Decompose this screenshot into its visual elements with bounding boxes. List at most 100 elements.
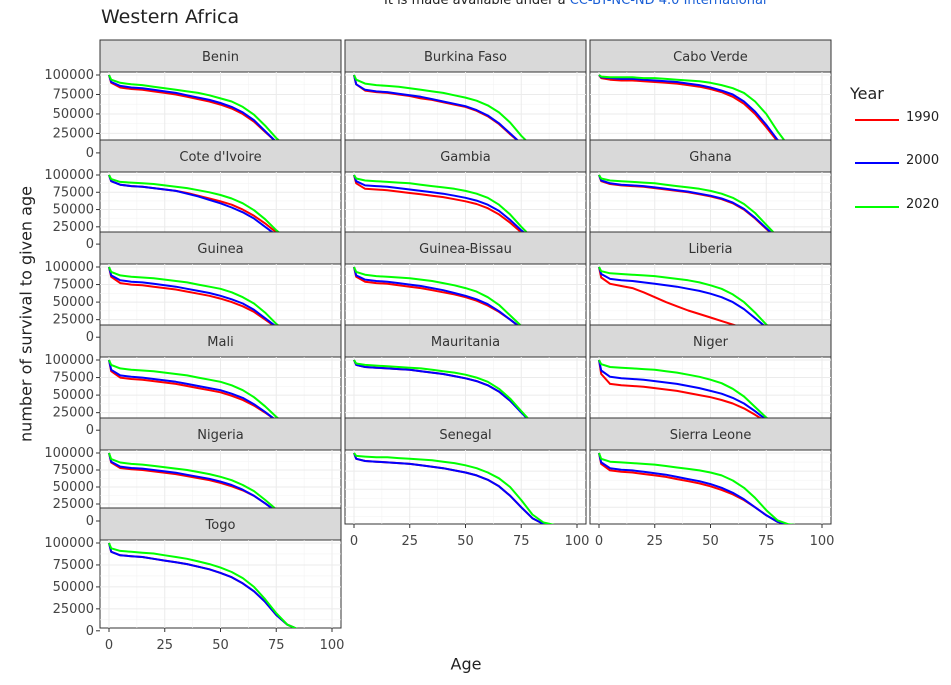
panel-title: Gambia xyxy=(440,150,491,165)
x-tick-label: 0 xyxy=(595,534,603,549)
panel-togo: Togo 0 25000 50000 75000 100000 0 25 50 75 100 xyxy=(44,507,345,653)
legend-title: Year xyxy=(850,84,884,103)
y-tick-label: 25000 xyxy=(53,126,94,141)
x-axis-label: Age xyxy=(450,654,482,674)
panel-benin: Benin 0 25000 50000 75000 100000 xyxy=(44,39,342,161)
y-tick-label: 50000 xyxy=(53,480,94,495)
x-tick-label: 100 xyxy=(810,534,835,549)
y-tick-label: 100000 xyxy=(44,68,94,83)
y-tick-label: 0 xyxy=(86,330,94,345)
series-line-2020 xyxy=(353,452,555,524)
y-tick-label: 25000 xyxy=(53,406,94,421)
legend-swatch-2000 xyxy=(855,162,899,164)
x-tick-label: 0 xyxy=(105,638,113,653)
panel-strip xyxy=(344,324,587,358)
x-tick-label: 100 xyxy=(320,638,345,653)
series-line-2020 xyxy=(598,452,796,524)
panel-gambia: Gambia xyxy=(344,139,587,244)
panel-strip xyxy=(589,417,832,451)
y-tick-label: 25000 xyxy=(53,220,94,235)
y-tick-label: 75000 xyxy=(53,278,94,293)
panel-title: Benin xyxy=(202,50,239,65)
y-tick-label: 25000 xyxy=(53,602,94,617)
panel-title: Liberia xyxy=(688,242,732,257)
panel-senegal: Senegal 0 25 50 75 100 xyxy=(344,417,590,549)
panel-strip xyxy=(99,39,342,73)
y-tick-label: 100000 xyxy=(44,353,94,368)
license-link[interactable]: CC-BY-NC-ND 4.0 International xyxy=(569,0,767,8)
x-tick-label: 25 xyxy=(156,638,173,653)
y-tick-label: 100000 xyxy=(44,446,94,461)
panel-cote-d-ivoire: Cote d'Ivoire 0 25000 50000 75000 100000 xyxy=(44,139,342,252)
y-tick-label: 0 xyxy=(86,514,94,529)
series-line-2000 xyxy=(353,452,552,524)
x-tick-label: 75 xyxy=(268,638,285,653)
y-tick-label: 50000 xyxy=(53,580,94,595)
y-tick-label: 25000 xyxy=(53,497,94,512)
x-tick-label: 75 xyxy=(758,534,775,549)
x-tick-label: 0 xyxy=(350,534,358,549)
panel-strip xyxy=(99,139,342,173)
y-tick-label: 50000 xyxy=(53,203,94,218)
y-tick-label: 75000 xyxy=(53,87,94,102)
y-tick-label: 50000 xyxy=(53,388,94,403)
y-tick-label: 75000 xyxy=(53,185,94,200)
x-tick-label: 75 xyxy=(513,534,530,549)
panel-mauritania: Mauritania xyxy=(344,324,587,430)
legend-swatch-2020 xyxy=(855,206,899,208)
panel-niger: Niger xyxy=(589,324,832,430)
panel-title: Mauritania xyxy=(431,335,500,350)
y-tick-label: 100000 xyxy=(44,536,94,551)
legend-label-1990: 1990 xyxy=(906,110,940,125)
panel-strip xyxy=(344,231,587,265)
series-line-2020 xyxy=(598,74,803,151)
legend-swatch-1990 xyxy=(855,119,899,121)
x-tick-label: 25 xyxy=(646,534,663,549)
panel-strip xyxy=(589,324,832,358)
panel-sierra-leone: Sierra Leone 0 25 50 75 100 xyxy=(589,417,835,549)
panel-strip xyxy=(589,231,832,265)
panel-guinea-bissau: Guinea-Bissau xyxy=(344,231,587,337)
x-tick-label: 50 xyxy=(212,638,229,653)
y-tick-label: 75000 xyxy=(53,371,94,386)
panel-strip xyxy=(344,39,587,73)
panel-title: Mali xyxy=(207,335,233,350)
panel-guinea: Guinea 0 25000 50000 75000 100000 xyxy=(44,231,342,345)
y-tick-label: 100000 xyxy=(44,168,94,183)
chart-title: Western Africa xyxy=(101,6,240,28)
panel-mali: Mali 0 25000 50000 75000 100000 xyxy=(44,324,342,438)
x-tick-label: 50 xyxy=(457,534,474,549)
panel-burkina-faso: Burkina Faso xyxy=(344,39,587,152)
panel-title: Sierra Leone xyxy=(670,428,752,443)
legend-label-2000: 2000 xyxy=(906,153,940,168)
panel-strip xyxy=(344,417,587,451)
y-tick-label: 25000 xyxy=(53,313,94,328)
y-tick-label: 0 xyxy=(86,624,94,639)
panel-title: Cote d'Ivoire xyxy=(179,150,261,165)
panel-title: Guinea-Bissau xyxy=(419,242,512,257)
x-tick-label: 100 xyxy=(565,534,590,549)
panel-title: Ghana xyxy=(689,150,732,165)
panel-strip xyxy=(99,507,342,541)
license-notice: It is made available under a CC-BY-NC-ND… xyxy=(384,0,767,8)
panel-title: Nigeria xyxy=(197,428,244,443)
panel-title: Cabo Verde xyxy=(673,50,748,65)
y-tick-label: 0 xyxy=(86,146,94,161)
x-tick-label: 50 xyxy=(702,534,719,549)
panel-title: Togo xyxy=(205,518,236,533)
y-tick-label: 0 xyxy=(86,423,94,438)
y-tick-label: 75000 xyxy=(53,463,94,478)
panel-cabo-verde: Cabo Verde xyxy=(589,39,832,152)
panel-strip xyxy=(99,324,342,358)
panel-title: Senegal xyxy=(439,428,491,443)
y-tick-label: 100000 xyxy=(44,260,94,275)
panel-strip xyxy=(589,39,832,73)
y-tick-label: 75000 xyxy=(53,558,94,573)
series-line-2020 xyxy=(108,542,298,628)
license-notice-prefix: It is made available under a xyxy=(384,0,570,8)
panel-liberia: Liberia xyxy=(589,231,832,337)
panel-strip xyxy=(99,417,342,451)
panel-title: Guinea xyxy=(197,242,243,257)
panel-title: Niger xyxy=(693,335,729,350)
y-tick-label: 50000 xyxy=(53,295,94,310)
